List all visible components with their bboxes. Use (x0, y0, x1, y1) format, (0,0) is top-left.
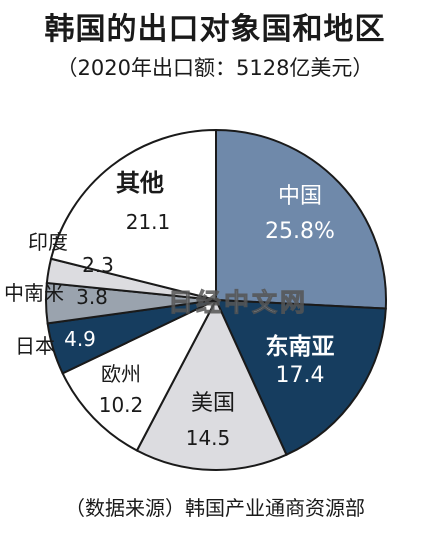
slice-label-3: 欧州 (101, 362, 141, 386)
slice-label-2: 美国 (191, 391, 235, 416)
slice-value-5: 3.8 (76, 285, 108, 309)
slice-value-6: 2.3 (82, 253, 114, 277)
pie-slice-1 (214, 298, 387, 457)
pie-slice-2 (135, 297, 288, 471)
data-source: （数据来源）韩国产业通商资源部 (65, 496, 365, 520)
slice-value-1: 17.4 (276, 363, 325, 388)
slice-label-6: 印度 (28, 230, 68, 254)
pie-slice-3 (61, 297, 219, 452)
pie-slice-0 (215, 128, 387, 310)
slice-label-0: 中国 (278, 184, 322, 209)
slice-value-0: 25.8% (265, 219, 335, 244)
pie-slice-7 (49, 128, 217, 302)
slice-value-3: 10.2 (99, 393, 144, 417)
chart-title: 韩国的出口对象国和地区 (44, 12, 386, 47)
slice-label-5: 中南米 (4, 281, 64, 305)
chart-subtitle: （2020年出口额：5128亿美元） (56, 56, 374, 80)
watermark: 日经中文网 (167, 288, 309, 318)
slice-value-2: 14.5 (186, 426, 231, 450)
slice-label-1: 东南亚 (266, 333, 335, 360)
slice-label-7: 其他 (116, 169, 164, 197)
slice-value-7: 21.1 (126, 210, 171, 234)
slice-value-4: 4.9 (64, 327, 96, 351)
slice-label-4: 日本 (15, 334, 55, 358)
